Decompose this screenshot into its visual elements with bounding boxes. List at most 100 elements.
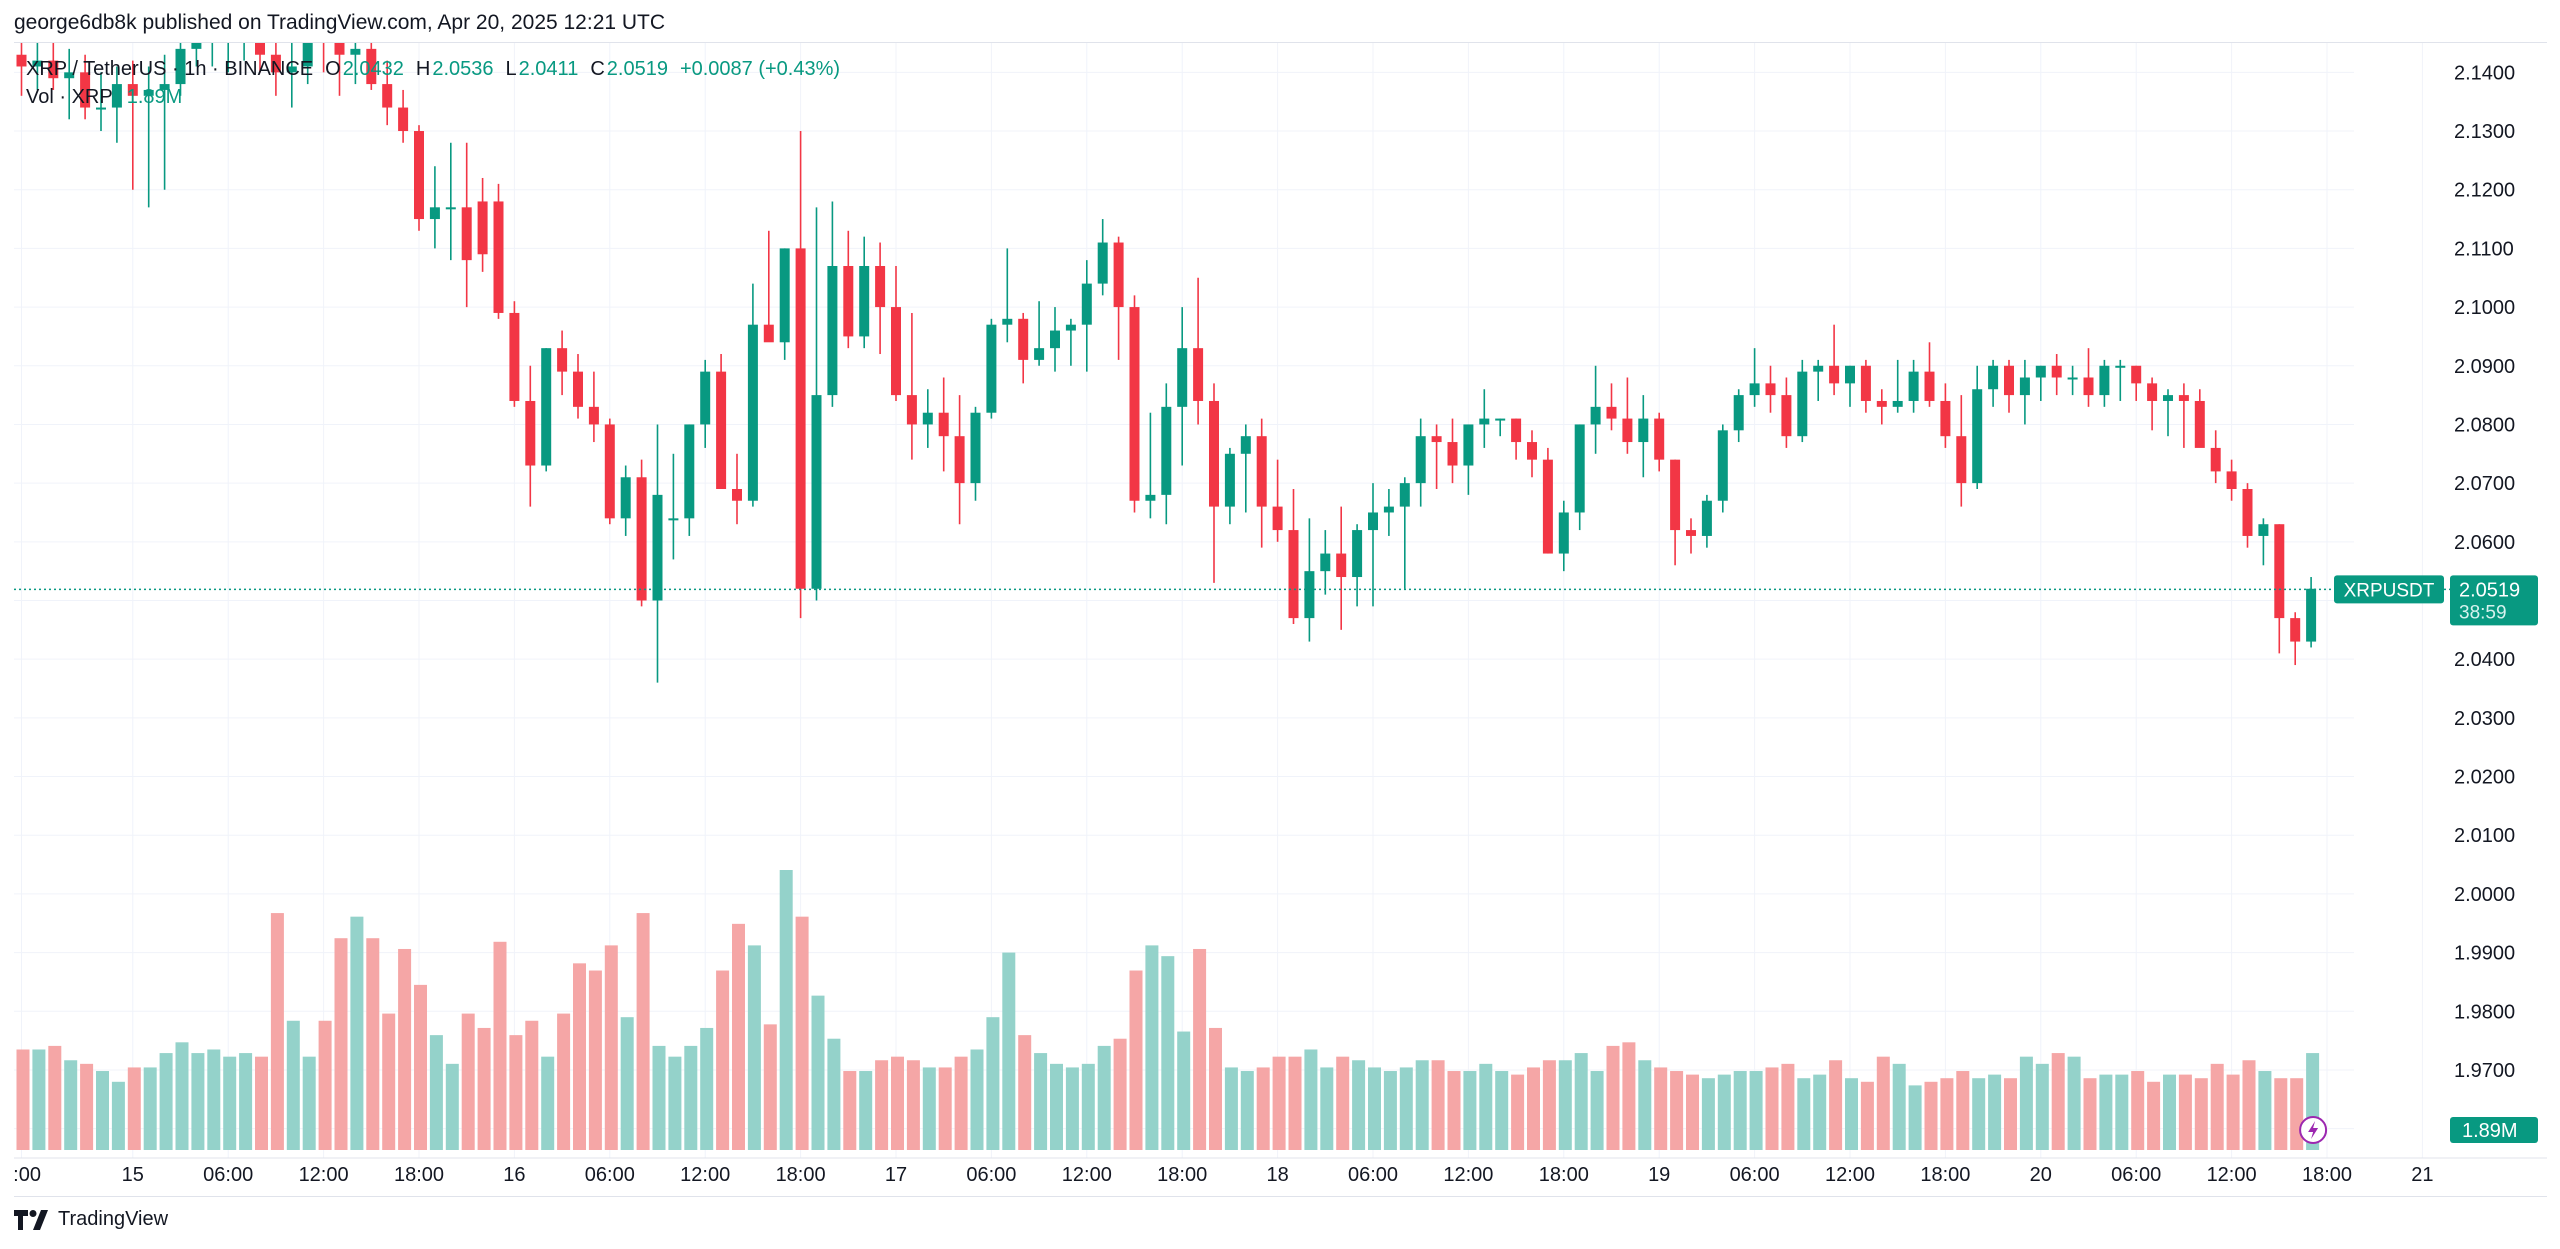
candle-body <box>1383 506 1394 513</box>
volume-bar <box>2051 1053 2065 1150</box>
time-tick-label: 17 <box>885 1164 907 1186</box>
candle-body <box>1670 459 1681 531</box>
volume-bar <box>1638 1060 1652 1150</box>
time-tick-label: 19 <box>1648 1164 1670 1186</box>
volume-bar <box>1097 1045 1111 1150</box>
candle-body <box>1065 324 1076 331</box>
volume-bar <box>1240 1071 1254 1150</box>
candle-body <box>302 43 313 67</box>
candle-body <box>1845 365 1855 384</box>
time-tick-label: 12:00 <box>1825 1164 1875 1186</box>
candle-body <box>891 307 901 396</box>
candle-body <box>1272 506 1283 531</box>
price-tick-label: 2.0800 <box>2454 414 2515 436</box>
candlestick-chart[interactable]: 2.1400 2.1300 2.1200 2.1100 2.1000 2.0900 2.08… <box>14 43 2547 1196</box>
candle-body <box>1686 530 1696 536</box>
candle-body <box>1034 348 1045 360</box>
volume-bar <box>1113 1038 1127 1150</box>
volume-bar <box>1574 1053 1588 1150</box>
candle-body <box>111 84 122 108</box>
price-tick-label: 2.0700 <box>2454 473 2515 495</box>
candle-body <box>747 324 758 501</box>
candle-body <box>1908 371 1919 401</box>
price-tick-label: 1.9900 <box>2454 943 2515 965</box>
candle-body <box>509 312 520 401</box>
volume-bar <box>334 938 348 1150</box>
candle-body <box>32 60 43 67</box>
candle-body <box>461 207 472 261</box>
volume-bar <box>1065 1067 1079 1150</box>
volume-bar <box>1972 1078 1986 1150</box>
volume-bar <box>1224 1067 1238 1150</box>
volume-bar <box>2147 1081 2161 1150</box>
volume-bar <box>382 1013 396 1150</box>
volume-bar <box>127 1067 141 1150</box>
time-tick-label: 06:00 <box>203 1164 253 1186</box>
legend-change: +0.0087 (+0.43%) <box>679 58 841 80</box>
candle-body <box>1304 571 1315 619</box>
candle-body <box>2306 588 2317 642</box>
volume-bar <box>1272 1056 1286 1150</box>
candle-body <box>1177 348 1188 407</box>
volume-bar <box>143 1067 157 1150</box>
candle-body <box>255 43 265 55</box>
volume-bar <box>1368 1067 1381 1150</box>
price-tick-label: 2.1300 <box>2454 121 2515 143</box>
candle-body <box>1224 453 1235 507</box>
candle-body <box>859 266 870 337</box>
volume-bar <box>1924 1081 1938 1150</box>
volume-bar <box>461 1013 475 1150</box>
candle-body <box>1701 500 1712 536</box>
candle-body <box>2099 365 2110 396</box>
volume-bar <box>1399 1067 1413 1150</box>
time-tick-label: 18:00 <box>1920 1164 1970 1186</box>
candle-body <box>1860 365 1871 401</box>
last-price-tag: 2.0519 <box>2459 579 2520 601</box>
candle-body <box>2274 524 2285 619</box>
volume-bar <box>1829 1060 1843 1150</box>
tradingview-logo[interactable]: TradingView <box>14 1208 168 1231</box>
volume-bar <box>732 923 745 1150</box>
volume-bar <box>1765 1067 1779 1150</box>
time-axis: 8:00 15 06:00 12:00 18:00 16 06:00 12:00 18:00 17… <box>14 1157 2547 1186</box>
volume-bar <box>1701 1078 1715 1150</box>
volume-bar <box>2099 1074 2113 1150</box>
candle-body <box>1956 436 1967 484</box>
volume-bar <box>64 1060 78 1150</box>
volume-bar <box>668 1056 682 1150</box>
volume-bar <box>1447 1071 1461 1150</box>
volume-bar <box>1479 1063 1493 1150</box>
candle-body <box>2163 395 2173 401</box>
candle-body <box>1988 365 1999 390</box>
volume-bar <box>286 1020 300 1150</box>
candle-body <box>1415 436 1426 484</box>
price-tick-label: 2.1100 <box>2454 238 2514 260</box>
volume-bar <box>1336 1056 1350 1150</box>
candle-body <box>668 518 679 521</box>
candle-body <box>573 371 583 407</box>
candle-body <box>1511 418 1522 443</box>
volume-bar <box>1749 1071 1763 1150</box>
time-tick-label: 18:00 <box>2302 1164 2352 1186</box>
published-caption: george6db8k published on TradingView.com… <box>14 11 666 34</box>
legend-high-label: H <box>415 58 431 80</box>
volume-bar <box>875 1060 889 1150</box>
volume-bar <box>1463 1071 1477 1150</box>
volume-bar <box>1145 945 1159 1150</box>
candle-body <box>2131 365 2142 384</box>
chart-area[interactable]: 2.1400 2.1300 2.1200 2.1100 2.1000 2.0900 2.08… <box>14 42 2547 1197</box>
time-tick-label: 8:00 <box>14 1164 41 1186</box>
candle-body <box>906 395 917 425</box>
volume-bar <box>398 948 412 1150</box>
candle-body <box>2194 400 2205 448</box>
candle-body <box>1447 442 1458 466</box>
volume-bar <box>620 1017 634 1150</box>
candle-body <box>795 248 806 589</box>
volume-bar <box>191 1053 205 1150</box>
volume-bar <box>1431 1060 1445 1150</box>
candle-body <box>922 412 933 425</box>
time-tick-label: 12:00 <box>2207 1164 2257 1186</box>
time-tick-label: 06:00 <box>2111 1164 2161 1186</box>
volume-bar <box>1940 1078 1954 1150</box>
